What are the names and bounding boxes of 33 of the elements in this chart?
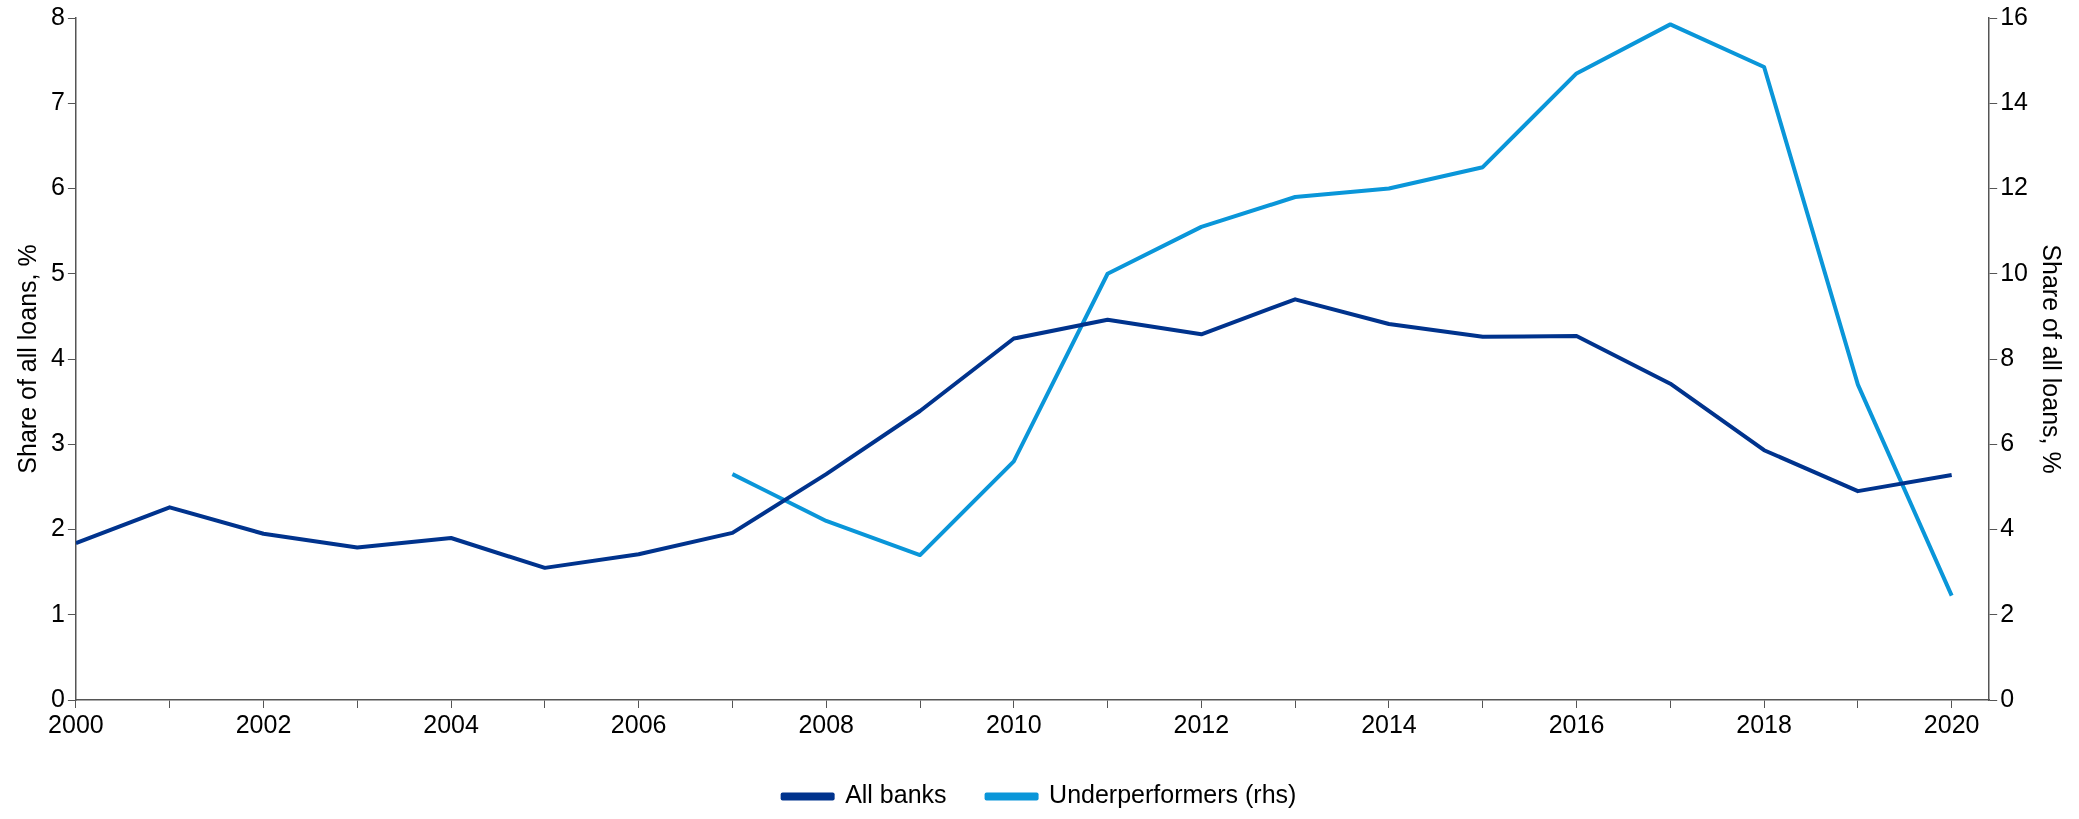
x-tick-label: 2002 xyxy=(235,709,292,738)
x-tick-label: 2016 xyxy=(1548,709,1605,738)
y-tick-label: 7 xyxy=(51,87,65,116)
x-tick-label: 2006 xyxy=(610,709,667,738)
x-tick-label: 2004 xyxy=(423,709,479,738)
y-tick-label: 8 xyxy=(51,1,65,30)
y2-tick-label: 6 xyxy=(2000,428,2015,457)
y-tick-label: 4 xyxy=(51,342,65,371)
x-tick-label: 2020 xyxy=(1923,709,1980,738)
y-tick-label: 1 xyxy=(51,598,65,627)
y2-tick-label: 10 xyxy=(2000,257,2028,286)
legend-label: Underperformers (rhs) xyxy=(1049,780,1297,809)
y2-tick-label: 12 xyxy=(2000,172,2028,201)
y-tick-label: 6 xyxy=(51,172,65,201)
x-tick-label: 2008 xyxy=(798,709,855,738)
y2-tick-label: 16 xyxy=(2000,1,2028,30)
x-tick-label: 2012 xyxy=(1173,709,1230,738)
y2-tick-label: 8 xyxy=(2000,342,2015,371)
x-tick-label: 2010 xyxy=(985,709,1042,738)
x-tick-label: 2018 xyxy=(1736,709,1792,738)
y2-tick-label: 0 xyxy=(2000,683,2015,712)
y-tick-label: 5 xyxy=(51,257,65,286)
x-tick-label: 2014 xyxy=(1361,709,1417,738)
y-axis-title: Share of all loans, % xyxy=(12,244,41,474)
x-tick-label: 2000 xyxy=(48,709,104,738)
y2-tick-label: 2 xyxy=(2000,598,2015,627)
y2-tick-label: 4 xyxy=(2000,513,2015,542)
y-tick-label: 0 xyxy=(51,683,65,712)
y2-tick-label: 14 xyxy=(2000,87,2029,116)
y-tick-label: 2 xyxy=(51,513,65,542)
y2-axis-title: Share of all loans, % xyxy=(2038,244,2067,474)
y-tick-label: 3 xyxy=(51,428,65,457)
legend-label: All banks xyxy=(845,780,947,809)
